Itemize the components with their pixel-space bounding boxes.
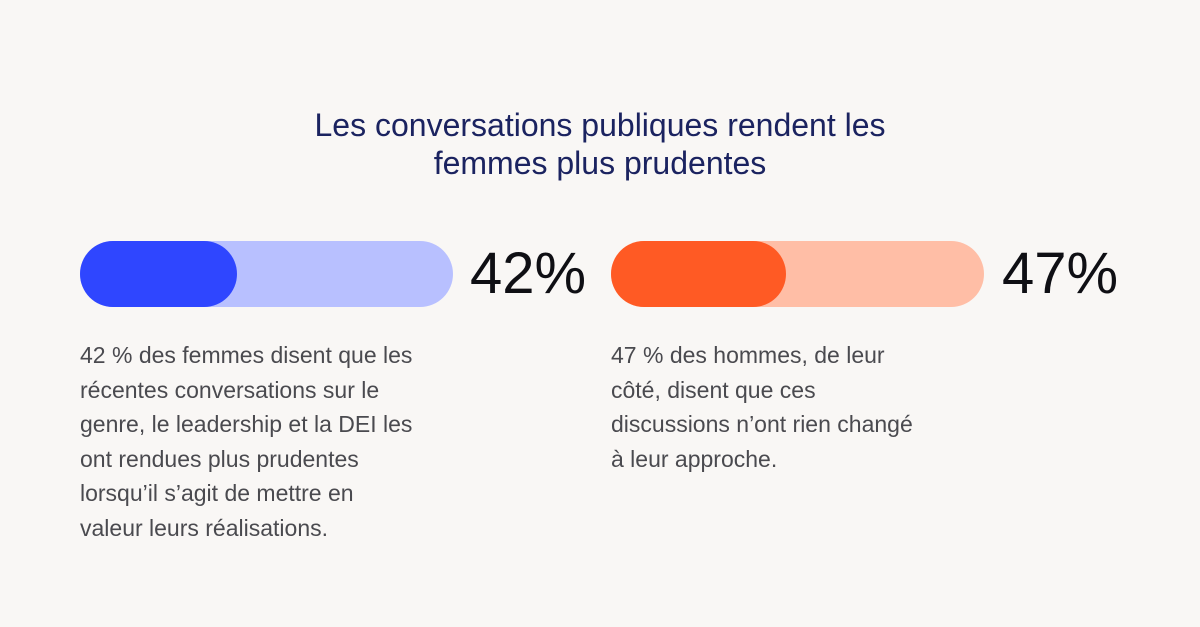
page-title: Les conversations publiques rendent les … [0, 106, 1200, 182]
percentage-label-men: 47% [1002, 241, 1119, 306]
progress-track-women [80, 241, 453, 307]
description-men: 47 % des hommes, de leur côté, disent qu… [611, 342, 913, 472]
percentage-label-women: 42% [470, 241, 587, 306]
description-women: 42 % des femmes disent que les récentes … [80, 342, 413, 541]
progress-fill-men [611, 241, 787, 307]
title-line-2: femmes plus prudentes [433, 145, 767, 181]
title-line-1: Les conversations publiques rendent les [314, 107, 886, 143]
progress-fill-women [80, 241, 237, 307]
progress-track-men [611, 241, 984, 307]
